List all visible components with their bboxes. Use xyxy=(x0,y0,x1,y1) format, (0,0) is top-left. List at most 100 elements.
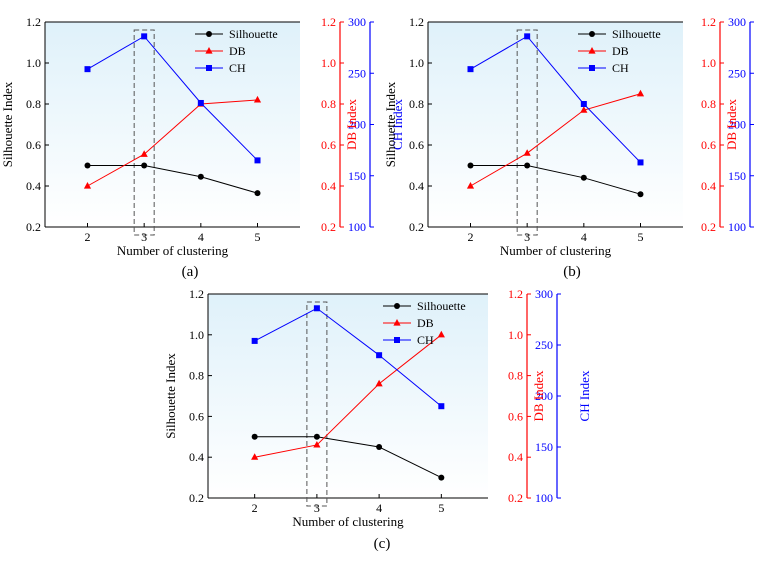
legend-marker xyxy=(205,47,213,54)
ch-y-tick-label: 150 xyxy=(535,440,553,454)
chart-caption: (b) xyxy=(563,264,581,280)
data-point xyxy=(313,433,320,440)
chart-panel: 0.2 0.4 0.6 0.8 1.0 1.2 0.2 0.4 0.6 0.8 1.0 1.2 100 1… xyxy=(383,15,754,280)
db-y-tick-label: 0.8 xyxy=(701,97,716,111)
series-line xyxy=(254,334,442,458)
data-point xyxy=(254,190,261,197)
db-y-tick-label: 1.0 xyxy=(321,56,336,70)
ch-y-tick-label: 200 xyxy=(728,118,746,132)
x-tick-label: 3 xyxy=(524,230,530,244)
legend-marker xyxy=(589,65,595,71)
legend-marker xyxy=(589,31,595,37)
ch-y-tick-label: 100 xyxy=(535,491,553,505)
db-y-tick-label: 0.2 xyxy=(508,491,523,505)
db-axis-label: DB Index xyxy=(344,99,359,150)
db-y-tick-label: 0.8 xyxy=(508,369,523,383)
left-y-tick-label: 1.2 xyxy=(26,15,41,29)
data-point xyxy=(376,444,383,450)
ch-y-tick-label: 100 xyxy=(348,220,366,234)
legend-label: DB xyxy=(612,44,629,58)
data-point xyxy=(141,162,148,169)
left-y-tick-label: 0.8 xyxy=(409,97,424,111)
data-point xyxy=(376,352,383,359)
left-y-tick-label: 1.0 xyxy=(26,56,41,70)
left-y-tick-label: 0.4 xyxy=(26,179,41,193)
series-line xyxy=(87,165,258,194)
ch-axis-label: CH Index xyxy=(577,370,592,421)
db-y-tick-label: 0.4 xyxy=(701,179,716,193)
ch-y-tick-label: 300 xyxy=(728,15,746,29)
x-tick-label: 5 xyxy=(255,230,261,244)
data-point xyxy=(524,162,531,169)
x-tick-label: 4 xyxy=(198,230,204,244)
db-y-tick-label: 0.2 xyxy=(701,220,716,234)
ch-axis-label: CH Index xyxy=(390,99,405,150)
left-y-axis-label: Silhouette Index xyxy=(0,81,15,167)
data-point xyxy=(375,379,383,387)
db-y-tick-label: 0.6 xyxy=(701,138,716,152)
data-point xyxy=(140,150,148,157)
left-y-axis-label: Silhouette Index xyxy=(163,353,178,439)
ch-y-tick-label: 250 xyxy=(728,66,746,80)
x-tick-label: 5 xyxy=(638,230,644,244)
series-line xyxy=(254,307,442,407)
db-y-tick-label: 1.2 xyxy=(508,287,523,301)
left-y-tick-label: 0.4 xyxy=(409,179,424,193)
left-y-tick-label: 0.8 xyxy=(26,97,41,111)
x-tick-label: 3 xyxy=(141,230,147,244)
ch-y-tick-label: 150 xyxy=(728,169,746,183)
left-y-tick-label: 0.8 xyxy=(189,369,204,383)
highlight-box xyxy=(306,301,328,507)
x-tick-label: 2 xyxy=(85,230,91,244)
data-point xyxy=(580,101,587,107)
x-tick-label: 5 xyxy=(438,501,444,515)
left-y-tick-label: 0.2 xyxy=(26,220,41,234)
data-point xyxy=(437,330,445,338)
highlight-box xyxy=(516,29,538,236)
data-point xyxy=(251,453,259,460)
db-y-tick-label: 1.2 xyxy=(321,15,336,29)
series-line xyxy=(470,93,641,187)
highlight-box xyxy=(133,29,155,236)
ch-y-tick-label: 200 xyxy=(348,118,366,132)
plot-background xyxy=(45,22,300,227)
data-point xyxy=(197,99,204,106)
data-point xyxy=(580,106,588,113)
chart-caption: (c) xyxy=(374,536,391,552)
db-y-tick-label: 1.0 xyxy=(508,328,523,342)
left-y-tick-label: 1.0 xyxy=(189,328,204,342)
ch-y-tick-label: 100 xyxy=(728,220,746,234)
series-line xyxy=(87,99,258,187)
data-point xyxy=(251,433,258,440)
legend-label: Silhouette xyxy=(417,299,466,313)
x-tick-label: 3 xyxy=(314,501,320,515)
ch-y-tick-label: 200 xyxy=(535,389,553,403)
db-y-tick-label: 0.2 xyxy=(321,220,336,234)
chart-panel: 0.2 0.4 0.6 0.8 1.0 1.2 0.2 0.4 0.6 0.8 1.0 1.2 100 1… xyxy=(163,287,592,552)
ch-y-tick-label: 250 xyxy=(348,66,366,80)
db-y-tick-label: 1.0 xyxy=(701,56,716,70)
legend-marker xyxy=(206,65,212,71)
data-point xyxy=(637,159,644,166)
legend-marker xyxy=(393,319,401,326)
ch-y-tick-label: 150 xyxy=(348,169,366,183)
left-y-tick-label: 1.0 xyxy=(409,56,424,70)
chart-panel: 0.2 0.4 0.6 0.8 1.0 1.2 0.2 0.4 0.6 0.8 1.0 1.2 100 1… xyxy=(0,15,405,280)
data-point xyxy=(254,157,261,164)
data-point xyxy=(524,33,531,40)
x-axis-label: Number of clustering xyxy=(292,514,404,529)
x-tick-label: 4 xyxy=(376,501,382,515)
chart-caption: (a) xyxy=(182,264,199,280)
series-line xyxy=(254,436,442,479)
plot-background xyxy=(208,294,488,498)
data-point xyxy=(251,337,258,344)
left-y-tick-label: 0.6 xyxy=(409,138,424,152)
left-y-tick-label: 0.2 xyxy=(409,220,424,234)
db-y-tick-label: 0.6 xyxy=(321,138,336,152)
legend-label: CH xyxy=(417,333,434,347)
data-point xyxy=(253,95,262,103)
data-point xyxy=(467,162,474,169)
db-y-tick-label: 0.6 xyxy=(508,409,523,423)
data-point xyxy=(580,174,587,181)
